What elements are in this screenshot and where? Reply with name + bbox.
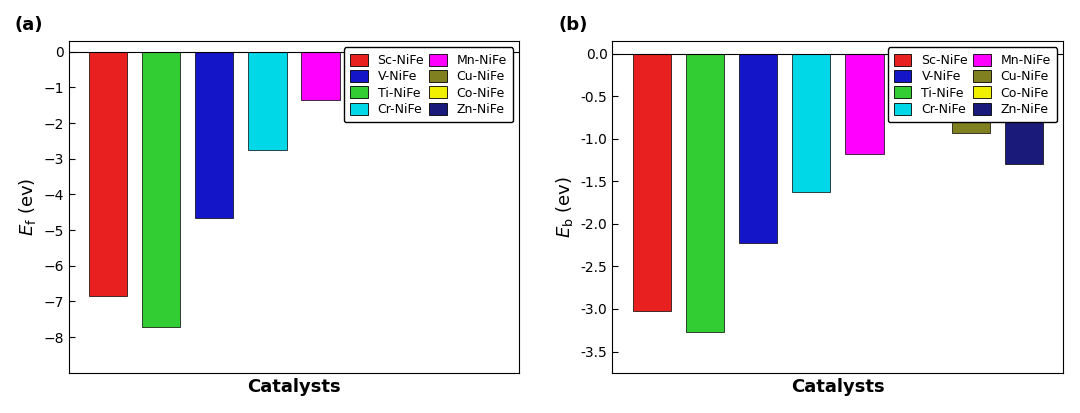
Legend: Sc-NiFe, V-NiFe, Ti-NiFe, Cr-NiFe, Mn-NiFe, Cu-NiFe, Co-NiFe, Zn-NiFe: Sc-NiFe, V-NiFe, Ti-NiFe, Cr-NiFe, Mn-Ni…	[343, 47, 513, 122]
Bar	[951, 54, 989, 133]
Bar	[407, 52, 446, 75]
Bar	[301, 52, 340, 100]
Bar	[248, 52, 286, 150]
Bar	[633, 54, 671, 311]
Bar	[686, 54, 725, 332]
Y-axis label: $E_{\mathrm{b}}$ (ev): $E_{\mathrm{b}}$ (ev)	[554, 176, 576, 238]
Bar	[793, 54, 831, 192]
Bar	[899, 54, 936, 115]
Legend: Sc-NiFe, V-NiFe, Ti-NiFe, Cr-NiFe, Mn-NiFe, Cu-NiFe, Co-NiFe, Zn-NiFe: Sc-NiFe, V-NiFe, Ti-NiFe, Cr-NiFe, Mn-Ni…	[888, 47, 1057, 122]
Bar	[354, 52, 393, 55]
Y-axis label: $E_{\mathrm{f}}$ (ev): $E_{\mathrm{f}}$ (ev)	[16, 178, 38, 236]
Bar	[143, 52, 180, 327]
Bar	[739, 54, 778, 242]
Bar	[1004, 54, 1043, 164]
Text: (b): (b)	[558, 17, 588, 34]
Bar	[846, 54, 883, 154]
Text: (a): (a)	[14, 17, 43, 34]
X-axis label: Catalysts: Catalysts	[791, 378, 885, 396]
Bar	[89, 52, 127, 296]
Bar	[195, 52, 233, 218]
Bar	[461, 52, 499, 114]
X-axis label: Catalysts: Catalysts	[247, 378, 341, 396]
